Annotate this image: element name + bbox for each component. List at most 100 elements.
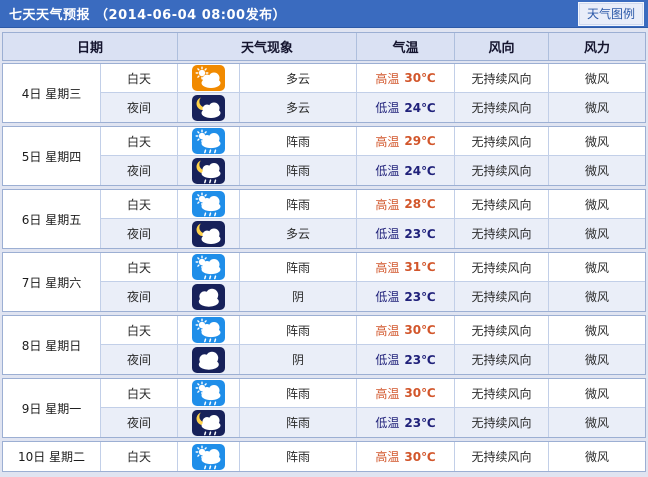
sun-cloud-rain-icon: [192, 380, 225, 406]
weather-text-cell: 多云: [240, 93, 357, 122]
temp-label: 高温: [375, 134, 400, 149]
temp-value: 30℃: [404, 386, 436, 400]
wind-direction-cell: 无持续风向: [455, 93, 549, 122]
wind-force-cell: 微风: [549, 190, 645, 219]
weather-icon-cell: [178, 345, 240, 374]
temp-label: 高温: [375, 323, 400, 338]
temp-label: 高温: [375, 197, 400, 212]
date-cell: 6日 星期五: [3, 190, 101, 248]
date-cell: 5日 星期四: [3, 127, 101, 185]
temp-value: 23℃: [404, 352, 436, 367]
weather-icon-cell: [178, 442, 240, 471]
day-group: 6日 星期五 白天 阵雨 高温 28℃ 无持续风向 微风 夜间 多云 低温 23℃ 无持续风向 微风: [2, 189, 646, 249]
sun-cloud-rain-icon: [192, 191, 225, 217]
temp-cell: 低温 23℃: [357, 345, 455, 374]
day-group: 8日 星期日 白天 阵雨 高温 30℃ 无持续风向 微风 夜间阴低温 23℃ 无持续风向 微风: [2, 315, 646, 375]
weather-icon-cell: [178, 127, 240, 156]
forecast-rows: 4日 星期三 白天 多云 高温 30℃ 无持续风向 微风 夜间 多云 低温 24℃ 无持续风向 微风 5日…: [2, 63, 646, 472]
weather-text-cell: 阴: [240, 282, 357, 311]
time-of-day-cell: 夜间: [101, 219, 178, 248]
wind-direction-cell: 无持续风向: [455, 219, 549, 248]
temp-cell: 高温 30℃: [357, 316, 455, 345]
date-cell: 9日 星期一: [3, 379, 101, 437]
weather-icon-cell: [178, 253, 240, 282]
weather-legend-button[interactable]: 天气图例: [577, 1, 645, 26]
day-group: 10日 星期二 白天 阵雨 高温 30℃ 无持续风向 微风: [2, 441, 646, 472]
temp-label: 低温: [375, 353, 400, 367]
temp-label: 高温: [375, 450, 400, 464]
time-of-day-cell: 夜间: [101, 282, 178, 311]
temp-value: 23℃: [404, 415, 436, 430]
wind-force-cell: 微风: [549, 379, 645, 408]
time-of-day-cell: 夜间: [101, 93, 178, 122]
wind-force-cell: 微风: [584, 450, 609, 464]
weather-icon-cell: [178, 156, 240, 185]
wind-force-cell: 微风: [549, 219, 645, 248]
temp-cell: 高温 30℃: [357, 379, 455, 408]
time-of-day-cell: 白天: [101, 127, 178, 156]
day-group: 7日 星期六 白天 阵雨 高温 31℃ 无持续风向 微风 夜间阴低温 23℃ 无持续风向 微风: [2, 252, 646, 312]
temp-cell: 低温 24℃: [357, 93, 455, 122]
wind-force-cell: 微风: [549, 316, 645, 345]
weather-text-cell: 阵雨: [240, 156, 357, 185]
time-of-day-cell: 白天: [101, 190, 178, 219]
temp-cell: 高温 30℃: [357, 442, 455, 471]
wind-force-cell: 微风: [549, 127, 645, 156]
temp-value: 24℃: [404, 163, 436, 178]
column-header: 风向: [455, 33, 549, 60]
time-of-day-cell: 白天: [101, 442, 178, 471]
temp-value: 29℃: [404, 134, 436, 148]
temp-value: 23℃: [404, 226, 436, 241]
weather-icon-cell: [178, 316, 240, 345]
temp-cell: 低温 23℃: [357, 219, 455, 248]
wind-direction-cell: 无持续风向: [455, 282, 549, 311]
page-title: 七天天气预报 （2014-06-04 08:00发布）: [9, 8, 287, 23]
weather-text-cell: 阵雨: [240, 442, 357, 471]
sun-cloud-rain-icon: [192, 317, 225, 343]
temp-cell: 高温 30℃: [357, 64, 455, 93]
date-cell: 10日 星期二: [3, 442, 101, 471]
time-of-day-cell: 夜间: [101, 345, 178, 374]
cloud-icon: [192, 283, 225, 310]
temp-cell: 低温 24℃: [357, 156, 455, 185]
wind-force-cell: 微风: [549, 345, 645, 374]
time-of-day-cell: 白天: [101, 379, 178, 408]
wind-direction-cell: 无持续风向: [455, 64, 549, 93]
wind-force-cell: 微风: [549, 408, 645, 437]
weather-icon-cell: [178, 408, 240, 437]
temp-label: 高温: [375, 386, 400, 401]
temp-cell: 高温 31℃: [357, 253, 455, 282]
temp-value: 23℃: [404, 289, 436, 304]
weather-text-cell: 阵雨: [240, 408, 357, 437]
weather-icon-cell: [178, 64, 240, 93]
wind-force-cell: 微风: [549, 64, 645, 93]
temp-label: 低温: [375, 290, 400, 304]
temp-value: 28℃: [404, 197, 436, 211]
table-header: 日期 天气现象 气温 风向 风力: [2, 32, 646, 61]
weather-text-cell: 阵雨: [240, 127, 357, 156]
wind-direction-cell: 无持续风向: [455, 442, 549, 471]
temp-cell: 高温 28℃: [357, 190, 455, 219]
weather-icon-cell: [178, 282, 240, 311]
wind-direction-cell: 无持续风向: [455, 156, 549, 185]
weather-icon-cell: [178, 93, 240, 122]
time-of-day-cell: 白天: [101, 253, 178, 282]
wind-direction-cell: 无持续风向: [455, 253, 549, 282]
weather-text-cell: 多云: [240, 219, 357, 248]
date-cell: 7日 星期六: [3, 253, 101, 311]
weather-text-cell: 阵雨: [240, 379, 357, 408]
column-header: 风力: [583, 41, 610, 56]
column-header: 日期: [3, 33, 178, 60]
temp-value: 30℃: [404, 323, 436, 337]
date-cell: 4日 星期三: [3, 64, 101, 122]
wind-force-cell: 微风: [549, 253, 645, 282]
wind-direction-cell: 无持续风向: [455, 345, 549, 374]
temp-label: 低温: [375, 227, 400, 241]
date-cell: 8日 星期日: [3, 316, 101, 374]
time-of-day-cell: 白天: [101, 64, 178, 93]
moon-cloud-icon: [192, 220, 225, 247]
time-of-day-cell: 白天: [101, 316, 178, 345]
day-group: 9日 星期一 白天 阵雨 高温 30℃ 无持续风向 微风 夜间 阵雨 低温 23℃ 无持续风向 微风: [2, 378, 646, 438]
wind-direction-cell: 无持续风向: [455, 127, 549, 156]
temp-value: 31℃: [404, 260, 436, 274]
